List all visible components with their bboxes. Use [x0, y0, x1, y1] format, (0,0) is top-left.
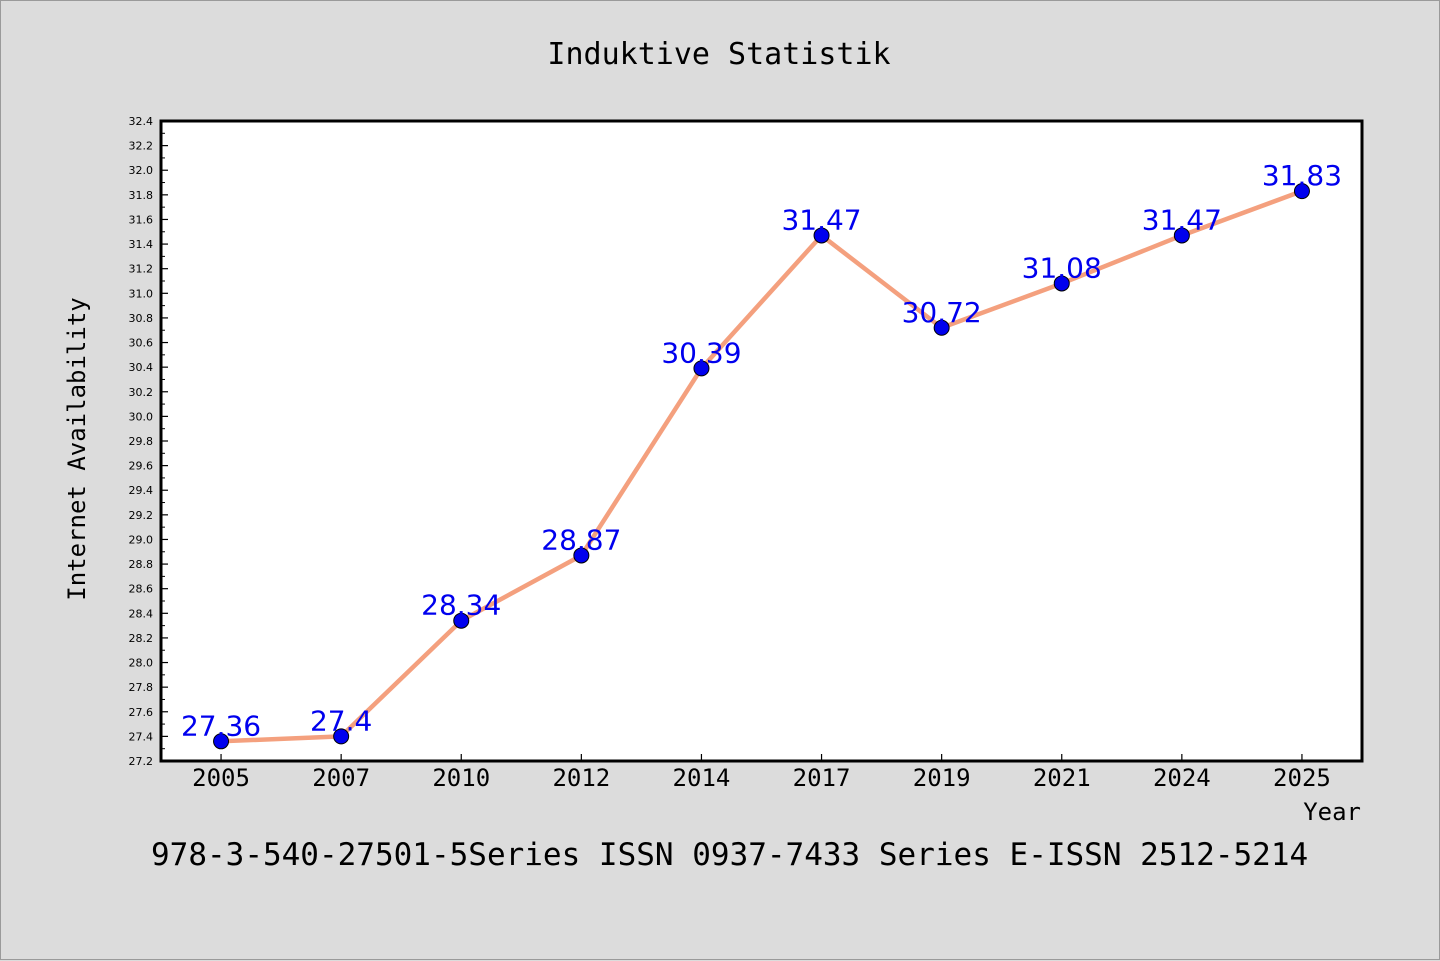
data-point: [453, 612, 470, 629]
y-tick-label: 27.4: [129, 730, 154, 743]
x-axis-label: Year: [1303, 798, 1361, 826]
data-point: [693, 360, 710, 377]
series-layer: 27.36 27.4 28.34 28.87 30.39 31.47 30.72 31.08 3…: [181, 159, 1342, 750]
y-tick-label: 28.4: [129, 607, 154, 620]
y-tick-label: 28.8: [129, 558, 154, 571]
y-axis-label: Internet Availability: [63, 297, 91, 600]
y-tick-label: 31.8: [129, 189, 154, 202]
data-label: 28.87: [541, 523, 621, 556]
data-label: 30.39: [661, 336, 741, 369]
data-label: 31.08: [1022, 251, 1102, 284]
y-tick-label: 30.8: [129, 312, 154, 325]
y-tick-label: 29.0: [129, 533, 154, 546]
data-point: [573, 547, 590, 564]
data-label: 27.36: [181, 709, 261, 742]
y-tick-label: 28.2: [129, 632, 154, 645]
x-tick-label: 2024: [1153, 764, 1211, 792]
x-tick-label: 2021: [1033, 764, 1091, 792]
y-tick-label: 27.8: [129, 681, 154, 694]
y-tick-label: 28.0: [129, 657, 154, 670]
y-tick-label: 32.2: [129, 140, 154, 153]
data-point: [213, 733, 230, 750]
y-tick-label: 31.4: [129, 238, 154, 251]
data-point: [813, 227, 830, 244]
x-tick-label: 2019: [913, 764, 971, 792]
footer-text: 978-3-540-27501-5Series ISSN 0937-7433 S…: [151, 837, 1308, 873]
y-tick-label: 32.4: [129, 115, 154, 128]
x-tick-label: 2005: [192, 764, 250, 792]
data-label: 30.72: [902, 296, 982, 329]
data-label: 28.34: [421, 589, 501, 622]
data-label: 31.47: [781, 203, 861, 236]
y-tick-label: 28.6: [129, 583, 154, 596]
x-tick-label: 2012: [552, 764, 610, 792]
y-axis: 27.2 27.4 27.6 27.8 28.0 28.2 28.4 28.6 28.8 29.0…: [129, 115, 168, 768]
y-tick-label: 30.0: [129, 410, 154, 423]
x-tick-label: 2025: [1273, 764, 1331, 792]
x-tick-label: 2010: [432, 764, 490, 792]
y-tick-label: 31.6: [129, 213, 154, 226]
chart-title: Induktive Statistik: [547, 37, 890, 72]
series-line: [218, 188, 1305, 744]
y-tick-label: 31.2: [129, 263, 154, 276]
plot-area: [159, 119, 1364, 763]
data-point: [1293, 183, 1310, 200]
x-tick-label: 2014: [673, 764, 731, 792]
y-tick-label: 30.4: [129, 361, 154, 374]
data-label: 27.4: [310, 704, 372, 737]
data-label: 31.47: [1142, 203, 1222, 236]
y-tick-label: 29.8: [129, 435, 154, 448]
y-tick-label: 30.2: [129, 386, 154, 399]
y-tick-label: 31.0: [129, 287, 154, 300]
y-tick-label: 27.2: [129, 755, 154, 768]
data-point: [933, 319, 950, 336]
y-tick-label: 30.6: [129, 337, 154, 350]
y-tick-label: 27.6: [129, 706, 154, 719]
y-tick-label: 29.2: [129, 509, 154, 522]
data-point: [333, 728, 350, 745]
y-tick-label: 32.0: [129, 164, 154, 177]
x-tick-label: 2017: [793, 764, 851, 792]
data-label: 31.83: [1262, 159, 1342, 192]
y-tick-label: 29.6: [129, 460, 154, 473]
data-point: [1053, 275, 1070, 292]
data-point: [1173, 227, 1190, 244]
x-tick-label: 2007: [312, 764, 370, 792]
y-tick-label: 29.4: [129, 484, 154, 497]
x-axis: 2005 2007 2010 2012 2014 2017 2019 2021 2024 2025: [192, 754, 1331, 792]
